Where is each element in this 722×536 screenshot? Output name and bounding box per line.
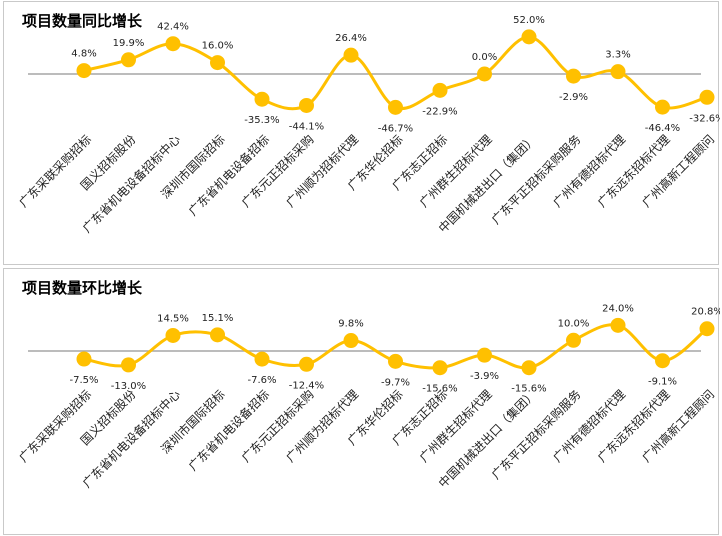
data-point [299, 356, 314, 372]
data-label: -32.6% [689, 113, 720, 124]
data-label: -15.6% [422, 384, 457, 395]
data-point [343, 333, 359, 349]
data-point [210, 55, 225, 71]
data-label: -7.6% [247, 375, 276, 386]
data-point [521, 29, 537, 45]
data-point [254, 351, 270, 367]
yoy-chart-panel: 项目数量同比增长 4.8% 19.9% 42.4% 16.0% -35.3% -44.1%… [3, 1, 720, 265]
data-label: 16.0% [202, 41, 234, 52]
data-label: -9.1% [648, 377, 677, 388]
category-tick-label: 广东省机电设备招标 [186, 387, 272, 473]
data-point [76, 351, 92, 367]
data-label: 9.8% [338, 319, 363, 330]
data-label: 4.8% [71, 49, 96, 60]
data-point [121, 357, 136, 373]
data-label: 26.4% [335, 33, 367, 44]
data-label: 42.4% [157, 22, 189, 33]
data-point [254, 91, 270, 107]
data-point [76, 63, 92, 79]
data-label: 19.9% [113, 38, 145, 49]
data-point [388, 99, 403, 115]
data-label: -7.5% [69, 375, 98, 386]
category-tick-label: 广东采联采购招标 [16, 132, 94, 210]
data-label: 0.0% [472, 52, 497, 63]
data-point [566, 68, 581, 84]
data-label: 10.0% [558, 318, 590, 329]
category-tick-label: 广东平正招标采购服务 [488, 132, 583, 227]
data-label: -12.4% [289, 380, 324, 391]
data-point [388, 353, 403, 369]
category-tick-label: 广东省机电设备招标 [186, 132, 272, 218]
data-label: -2.9% [559, 92, 588, 103]
data-point [432, 360, 448, 376]
data-label: -46.4% [645, 123, 680, 134]
category-tick-label: 广东平正招标采购服务 [488, 387, 583, 482]
data-point [121, 52, 136, 68]
data-label: 20.8% [691, 307, 720, 318]
data-label: 3.3% [605, 50, 630, 61]
data-point [299, 97, 314, 113]
data-label: 15.1% [202, 313, 234, 324]
yoy-chart-svg: 4.8% 19.9% 42.4% 16.0% -35.3% -44.1% 26.4% -46.… [16, 15, 720, 236]
data-point [432, 82, 448, 98]
data-label: -44.1% [289, 121, 324, 132]
data-point [165, 36, 181, 52]
chart-title: 项目数量环比增长 [22, 279, 143, 297]
data-point [610, 64, 626, 80]
data-label: -9.7% [381, 377, 410, 388]
data-label: -35.3% [244, 115, 279, 126]
data-label: -15.6% [511, 384, 546, 395]
mom-chart-panel: 项目数量环比增长 -7.5% -13.0% 14.5% 15.1% -7.6% -12.4… [3, 268, 720, 535]
data-label: 14.5% [157, 313, 189, 324]
category-tick-label: 广东采联采购招标 [16, 387, 94, 465]
data-label: -13.0% [111, 381, 146, 392]
data-point [699, 321, 715, 337]
data-point [521, 360, 537, 376]
data-point [477, 66, 492, 82]
data-point [610, 317, 626, 333]
data-point [655, 99, 670, 115]
data-point [165, 327, 181, 343]
data-point [343, 47, 359, 63]
data-point [210, 327, 225, 343]
data-label: -46.7% [378, 123, 413, 134]
data-point [655, 353, 670, 369]
data-label: 24.0% [602, 303, 634, 314]
mom-chart-svg: -7.5% -13.0% 14.5% 15.1% -7.6% -12.4% 9.8% -9.7… [16, 303, 720, 490]
data-point [566, 332, 581, 348]
chart-title: 项目数量同比增长 [22, 12, 143, 30]
data-label: -22.9% [422, 106, 457, 117]
data-point [699, 89, 715, 105]
data-point [477, 347, 492, 363]
data-label: -3.9% [470, 371, 499, 382]
data-label: 52.0% [513, 15, 545, 26]
